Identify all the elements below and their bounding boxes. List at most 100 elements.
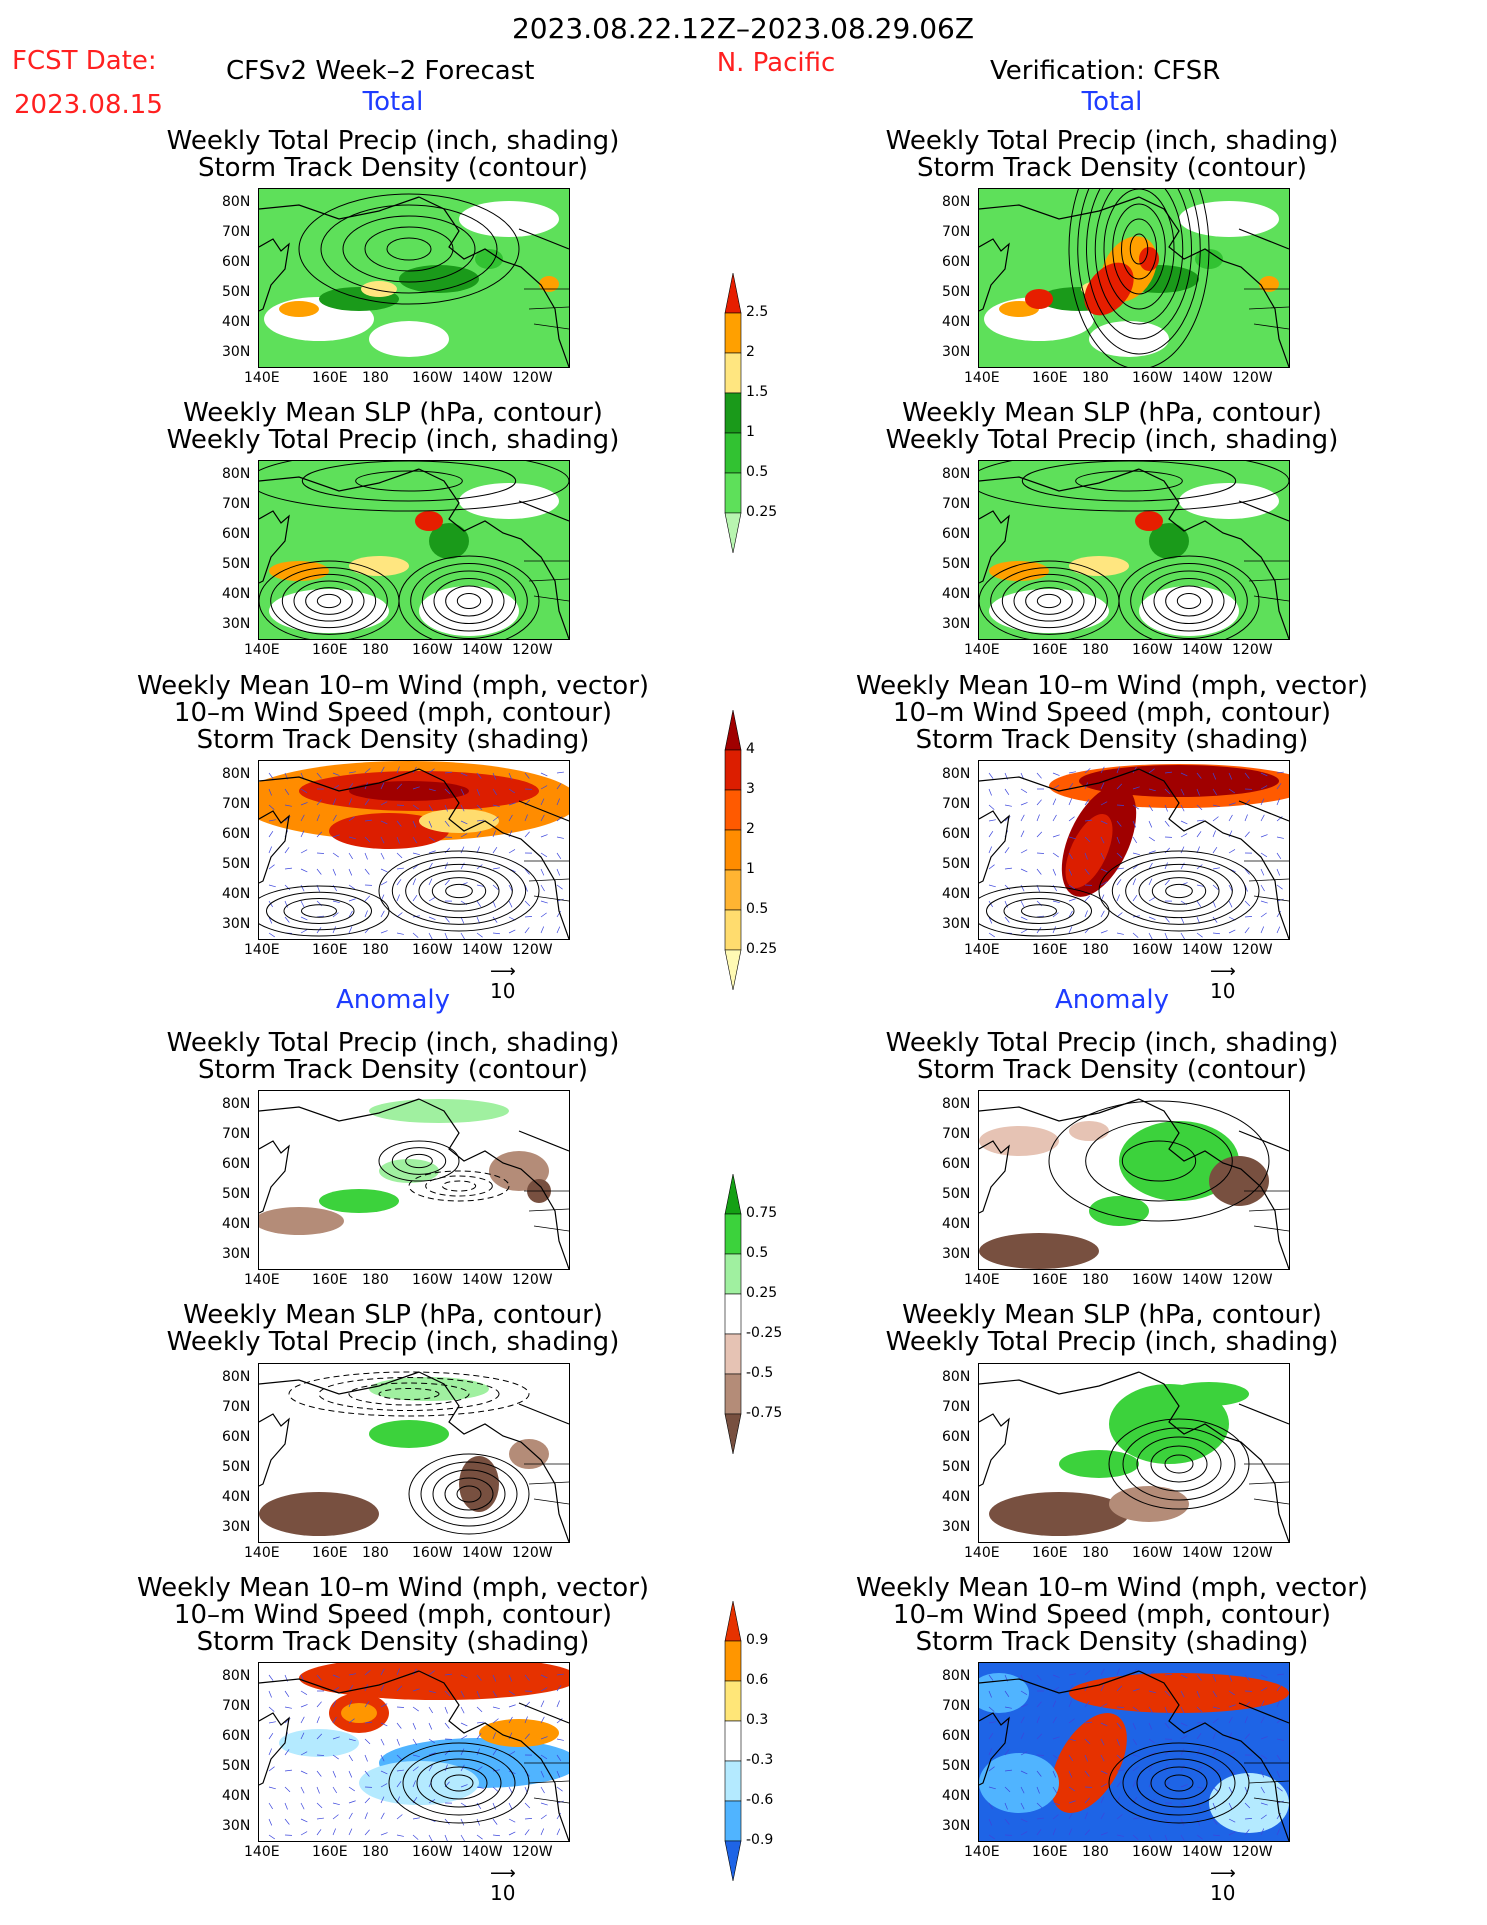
map-graphic <box>259 189 569 367</box>
colorbar-segment <box>724 789 742 831</box>
lon-tick-label: 120W <box>512 370 553 386</box>
map-graphic <box>259 1663 569 1841</box>
lat-tick-label: 70N <box>942 496 971 512</box>
colorbar-level-label: 0.6 <box>746 1672 769 1688</box>
lon-tick-label: 120W <box>512 942 553 958</box>
colorbar-segment <box>724 352 742 394</box>
colorbar-segment <box>724 512 742 554</box>
panel-title-line: 10–m Wind Speed (mph, contour) <box>173 698 613 728</box>
colorbar-segment <box>724 1760 742 1802</box>
lat-tick-label: 30N <box>942 616 971 632</box>
lat-tick-label: 60N <box>942 1728 971 1744</box>
lat-tick-label: 30N <box>222 1818 251 1834</box>
vector-ref-value: 10 <box>1210 1881 1236 1905</box>
lat-tick-label: 40N <box>942 886 971 902</box>
colorbar-segment <box>724 1680 742 1722</box>
lat-tick-label: 60N <box>942 254 971 270</box>
map-graphic <box>979 189 1289 367</box>
lat-tick-label: 30N <box>222 616 251 632</box>
panel-title-line: Weekly Mean 10–m Wind (mph, vector) <box>136 671 650 701</box>
lat-tick-label: 80N <box>942 1369 971 1385</box>
colorbar-segment <box>724 1720 742 1762</box>
lat-tick-label: 70N <box>942 796 971 812</box>
colorbar-level-label: 0.25 <box>746 1285 778 1301</box>
vector-reference: ⟶ 10 <box>490 1863 516 1906</box>
colorbar-level-label: -0.25 <box>746 1325 783 1341</box>
lon-tick-label: 140E <box>244 642 280 658</box>
vector-arrow-icon: ⟶ <box>490 1863 516 1884</box>
lon-tick-label: 180 <box>1082 942 1109 958</box>
lat-tick-label: 30N <box>942 916 971 932</box>
colorbar-level-label: 3 <box>746 781 755 797</box>
lat-tick-label: 70N <box>222 1698 251 1714</box>
map-graphic <box>259 1364 569 1542</box>
lon-tick-label: 140E <box>244 1545 280 1561</box>
lat-tick-label: 50N <box>222 556 251 572</box>
lat-tick-label: 30N <box>942 344 971 360</box>
lat-tick-label: 40N <box>222 1216 251 1232</box>
lat-tick-label: 50N <box>942 1186 971 1202</box>
lat-tick-label: 60N <box>942 1156 971 1172</box>
colorbar-graphic <box>724 1600 742 1882</box>
vector-arrow-icon: ⟶ <box>1210 1863 1236 1884</box>
panel-title-line: Storm Track Density (contour) <box>916 1055 1308 1085</box>
lon-tick-label: 180 <box>362 1272 389 1288</box>
lat-tick-label: 40N <box>942 314 971 330</box>
panel-title-line: Storm Track Density (contour) <box>197 1055 589 1085</box>
lon-tick-label: 160W <box>412 642 453 658</box>
lon-tick-label: 120W <box>1232 642 1273 658</box>
map-panel-left-slpanom <box>258 1363 570 1543</box>
lat-tick-label: 40N <box>222 1788 251 1804</box>
map-panel-right-storm <box>978 760 1290 940</box>
lon-tick-label: 160W <box>412 370 453 386</box>
lon-tick-label: 160E <box>312 370 348 386</box>
lat-tick-label: 60N <box>222 1728 251 1744</box>
colorbar-graphic <box>724 1173 742 1455</box>
lat-tick-label: 80N <box>222 1668 251 1684</box>
colorbar-segment <box>724 869 742 911</box>
lat-tick-label: 30N <box>222 1246 251 1262</box>
lon-tick-label: 140W <box>462 642 503 658</box>
colorbar-level-label: 0.25 <box>746 941 778 957</box>
lat-tick-label: 30N <box>222 1519 251 1535</box>
lat-tick-label: 80N <box>222 466 251 482</box>
colorbar-level-label: 0.3 <box>746 1712 769 1728</box>
lat-tick-label: 50N <box>942 284 971 300</box>
lon-tick-label: 120W <box>1232 370 1273 386</box>
lon-tick-label: 160W <box>412 1844 453 1860</box>
lat-tick-label: 40N <box>942 1489 971 1505</box>
colorbar-level-label: 0.5 <box>746 464 769 480</box>
colorbar-segment <box>724 1333 742 1375</box>
colorbar-level-label: 0.25 <box>746 504 778 520</box>
section-total-right: Total <box>1081 87 1143 117</box>
colorbar-level-label: 4 <box>746 741 755 757</box>
lon-tick-label: 180 <box>362 370 389 386</box>
lon-tick-label: 140W <box>462 1545 503 1561</box>
panel-title-line: Weekly Total Precip (inch, shading) <box>166 425 620 455</box>
lon-tick-label: 160W <box>412 942 453 958</box>
lon-tick-label: 160W <box>1132 642 1173 658</box>
lat-tick-label: 80N <box>942 194 971 210</box>
lat-tick-label: 80N <box>942 766 971 782</box>
lat-tick-label: 80N <box>942 1668 971 1684</box>
map-panel-left-storm <box>258 760 570 940</box>
lat-tick-label: 50N <box>222 284 251 300</box>
colorbar-level-label: 2.5 <box>746 304 769 320</box>
lon-tick-label: 120W <box>512 1844 553 1860</box>
lon-tick-label: 160E <box>312 1545 348 1561</box>
lon-tick-label: 160W <box>1132 1545 1173 1561</box>
lat-tick-label: 50N <box>942 856 971 872</box>
lon-tick-label: 180 <box>362 1844 389 1860</box>
lon-tick-label: 140W <box>1182 370 1223 386</box>
panel-title-line: Weekly Mean 10–m Wind (mph, vector) <box>136 1573 650 1603</box>
lon-tick-label: 160W <box>412 1545 453 1561</box>
panel-title-line: Weekly Mean SLP (hPa, contour) <box>183 1300 603 1330</box>
lon-tick-label: 180 <box>1082 370 1109 386</box>
colorbar-segment <box>724 1213 742 1255</box>
panel-title-line: Weekly Mean SLP (hPa, contour) <box>902 398 1322 428</box>
lat-tick-label: 70N <box>222 1126 251 1142</box>
lon-tick-label: 160E <box>1032 1272 1068 1288</box>
left-title: CFSv2 Week–2 Forecast <box>226 56 535 86</box>
colorbar-storm_total_colorbar <box>724 709 742 991</box>
lon-tick-label: 140W <box>462 1272 503 1288</box>
